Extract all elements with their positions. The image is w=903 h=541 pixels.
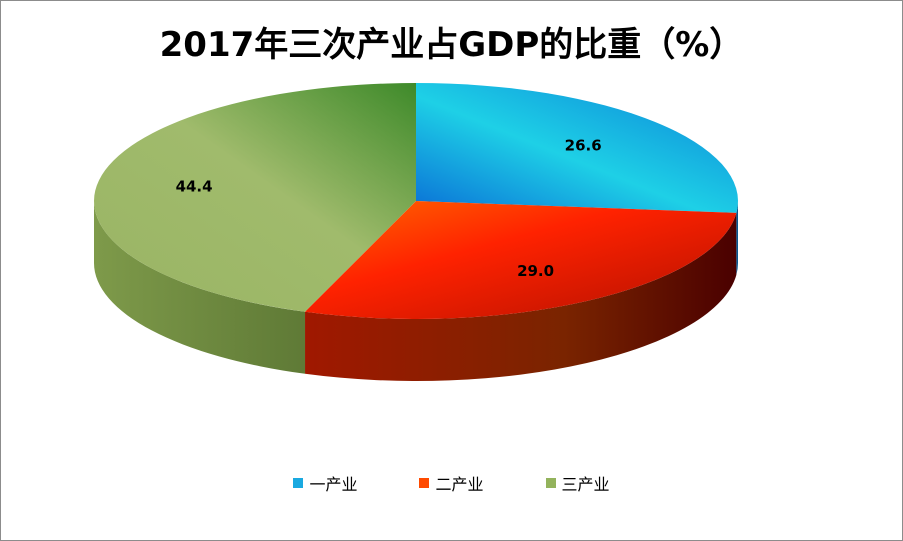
legend-swatch-3 — [545, 478, 556, 488]
pie-slice-2 — [305, 201, 737, 319]
data-label-1: 26.6 — [565, 137, 602, 155]
legend-label-1: 一产业 — [309, 475, 358, 494]
pie-slice-3 — [94, 83, 417, 312]
pie-slice-1 — [416, 83, 738, 213]
pie-side-walls — [94, 201, 738, 381]
pie-wall-2 — [305, 212, 737, 381]
legend-item-1: 一产业 — [293, 471, 357, 495]
data-label-2: 29.0 — [517, 262, 554, 280]
pie-wall-3 — [94, 201, 306, 374]
pie-wall-1 — [736, 201, 738, 275]
pie-top-faces — [94, 83, 738, 319]
legend-item-3: 三产业 — [545, 471, 610, 495]
legend-swatch-2 — [419, 478, 430, 488]
legend-item-2: 二产业 — [419, 471, 484, 495]
legend-swatch-1 — [293, 478, 304, 488]
chart-title: 2017年三次产业占GDP的比重（%） — [159, 25, 744, 65]
pie-data-labels: 26.6 29.0 44.4 — [176, 137, 602, 280]
legend-label-2: 二产业 — [435, 475, 484, 494]
legend: 一产业 二产业 三产业 — [1, 471, 902, 495]
data-label-3: 44.4 — [176, 178, 213, 196]
legend-label-3: 三产业 — [561, 475, 610, 494]
